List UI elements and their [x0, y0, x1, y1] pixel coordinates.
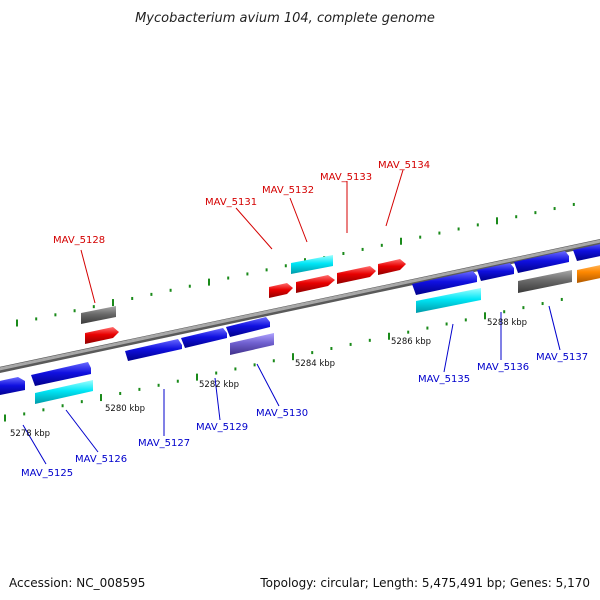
cds-mav-5126-cyan[interactable]	[35, 380, 93, 404]
accession-text: Accession: NC_008595	[9, 576, 145, 590]
cds-mav-5135-cyan[interactable]	[416, 288, 481, 313]
cds-mav-5137[interactable]	[514, 251, 569, 273]
gene-label-mav-5126[interactable]: MAV_5126	[75, 454, 127, 465]
lower-tick-row	[4, 297, 563, 422]
cds-next-blue[interactable]	[573, 242, 600, 261]
kbp-label: 5282 kbp	[199, 380, 239, 390]
cds-mav-5130[interactable]	[226, 317, 270, 337]
gene-label-mav-5129[interactable]: MAV_5129	[196, 422, 248, 433]
cds-mav-5128-gray[interactable]	[81, 306, 116, 324]
gene-label-mav-5137[interactable]: MAV_5137	[536, 352, 588, 363]
gene-label-mav-5133[interactable]: MAV_5133	[320, 172, 372, 183]
genome-summary-text: Topology: circular; Length: 5,475,491 bp…	[259, 576, 590, 590]
kbp-label: 5280 kbp	[105, 404, 145, 414]
cds-mav-5126[interactable]	[31, 362, 91, 386]
gene-label-mav-5135[interactable]: MAV_5135	[418, 374, 470, 385]
cds-mav-5137-gray[interactable]	[518, 270, 572, 293]
cds-mav-5131[interactable]	[269, 283, 293, 298]
leader-lines	[22, 169, 561, 465]
upper-tick-row	[16, 202, 575, 327]
kbp-label: 5288 kbp	[487, 318, 527, 328]
cds-mav-5125[interactable]	[0, 377, 25, 396]
gene-label-mav-5125[interactable]: MAV_5125	[21, 468, 73, 479]
genome-backbone	[0, 239, 600, 373]
cds-next-orange[interactable]	[577, 263, 600, 283]
cds-mav-5134[interactable]	[378, 259, 406, 275]
cds-mav-5127[interactable]	[125, 339, 182, 361]
cds-mav-5132-cyan[interactable]	[291, 255, 333, 274]
cds-mav-5135[interactable]	[412, 271, 477, 295]
gene-label-mav-5130[interactable]: MAV_5130	[256, 408, 308, 419]
gene-label-mav-5128[interactable]: MAV_5128	[53, 235, 105, 246]
gene-label-mav-5136[interactable]: MAV_5136	[477, 362, 529, 373]
gene-label-mav-5134[interactable]: MAV_5134	[378, 160, 430, 171]
kbp-label: 5278 kbp	[10, 429, 50, 439]
gene-label-mav-5132[interactable]: MAV_5132	[262, 185, 314, 196]
map-title: Mycobacterium avium 104, complete genome	[135, 11, 435, 26]
cds-mav-5132[interactable]	[296, 275, 335, 293]
cds-mav-5129[interactable]	[181, 328, 227, 348]
gene-label-mav-5127[interactable]: MAV_5127	[138, 438, 190, 449]
kbp-label: 5284 kbp	[295, 359, 335, 369]
gene-label-mav-5131[interactable]: MAV_5131	[205, 197, 257, 208]
cds-mav-5128[interactable]	[85, 327, 119, 344]
cds-mav-5130-purple[interactable]	[230, 333, 274, 355]
cds-mav-5133[interactable]	[337, 266, 376, 284]
cds-mav-5136[interactable]	[477, 263, 514, 281]
kbp-label: 5286 kbp	[391, 337, 431, 347]
